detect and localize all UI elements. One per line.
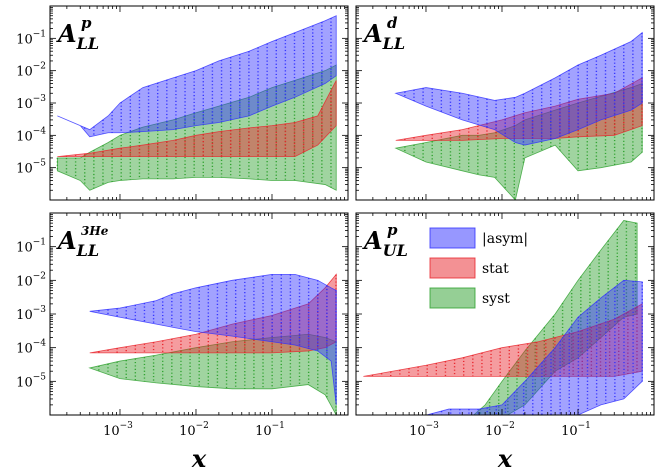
legend-label: |asym| <box>482 231 528 247</box>
panel-label-sup: p <box>387 221 398 239</box>
tick-exp: −4 <box>33 126 47 136</box>
tick-base: 10 <box>16 308 33 323</box>
tick-exp: −4 <box>33 339 47 349</box>
tick-exp: −3 <box>426 421 440 431</box>
x-tick-label: 10−1 <box>255 421 285 439</box>
panel-label-sub: LL <box>382 34 406 53</box>
y-tick-label: 10−5 <box>16 372 46 390</box>
tick-base: 10 <box>16 162 33 177</box>
plot-area <box>88 273 337 415</box>
tick-exp: −2 <box>196 421 209 431</box>
tick-base: 10 <box>179 424 196 439</box>
legend-swatch <box>429 227 476 249</box>
panel-label: ALL <box>362 19 405 53</box>
y-tick-label: 10−2 <box>16 271 46 289</box>
plot-area <box>394 31 643 200</box>
legend: |asym| stat syst <box>429 227 528 309</box>
tick-exp: −3 <box>33 94 47 104</box>
y-tick-label: 10−4 <box>16 339 46 357</box>
plot-area <box>363 220 643 415</box>
band-stat <box>57 80 337 157</box>
plot-area <box>56 15 337 191</box>
tick-exp: −5 <box>33 372 47 382</box>
band-asym <box>57 15 337 138</box>
band-asym <box>424 279 643 415</box>
tick-exp: −2 <box>33 62 46 72</box>
legend-label: syst <box>482 291 510 307</box>
tick-base: 10 <box>16 65 33 80</box>
tick-exp: −1 <box>272 421 285 431</box>
band-syst <box>56 64 337 191</box>
tick-base: 10 <box>485 424 502 439</box>
y-tick-label: 10−3 <box>16 305 46 323</box>
tick-base: 10 <box>16 241 33 256</box>
y-tick-label: 10−3 <box>16 94 46 112</box>
panel-label-sub: LL <box>76 34 100 53</box>
tick-exp: −5 <box>33 159 47 169</box>
band-syst <box>473 220 638 415</box>
tick-base: 10 <box>409 424 426 439</box>
x-tick-label: 10−2 <box>179 421 209 439</box>
legend-label: stat <box>482 261 509 277</box>
panel-label-main: A <box>362 19 383 48</box>
y-tick-label: 10−4 <box>16 126 46 144</box>
tick-base: 10 <box>16 274 33 289</box>
x-tick-label: 10−3 <box>409 421 439 439</box>
tick-base: 10 <box>16 375 33 390</box>
panel-label-sup: 3He <box>81 224 109 238</box>
tick-exp: −2 <box>502 421 515 431</box>
x-axis-label: x <box>497 444 513 473</box>
tick-exp: −1 <box>33 238 46 248</box>
panel-label: ALL <box>56 226 99 260</box>
tick-base: 10 <box>16 97 33 112</box>
panel-label-sup: p <box>81 14 92 32</box>
tick-exp: −1 <box>578 421 591 431</box>
y-tick-label: 10−1 <box>16 29 46 47</box>
tick-base: 10 <box>16 129 33 144</box>
tick-base: 10 <box>255 424 272 439</box>
panel-label: AUL <box>362 226 408 260</box>
tick-base: 10 <box>16 32 33 47</box>
y-tick-label: 10−1 <box>16 238 46 256</box>
tick-exp: −3 <box>120 421 134 431</box>
x-tick-label: 10−1 <box>561 421 591 439</box>
tick-exp: −2 <box>33 271 46 281</box>
x-tick-label: 10−2 <box>485 421 515 439</box>
panel-label-main: A <box>56 226 77 255</box>
tick-base: 10 <box>16 342 33 357</box>
x-tick-label: 10−3 <box>103 421 133 439</box>
panel-label-main: A <box>362 226 383 255</box>
tick-exp: −1 <box>33 29 46 39</box>
tick-exp: −3 <box>33 305 47 315</box>
legend-swatch <box>429 287 476 309</box>
panel-label-sub: UL <box>383 241 408 260</box>
panel-label-sup: d <box>387 14 398 32</box>
tick-base: 10 <box>561 424 578 439</box>
panel-label-sub: LL <box>76 241 100 260</box>
tick-base: 10 <box>103 424 120 439</box>
x-axis-label: x <box>191 444 207 473</box>
panel-label: ALL <box>56 19 99 53</box>
band-asym <box>89 274 337 405</box>
panel-label-main: A <box>56 19 77 48</box>
y-tick-label: 10−5 <box>16 159 46 177</box>
y-tick-label: 10−2 <box>16 62 46 80</box>
legend-swatch <box>429 257 476 279</box>
